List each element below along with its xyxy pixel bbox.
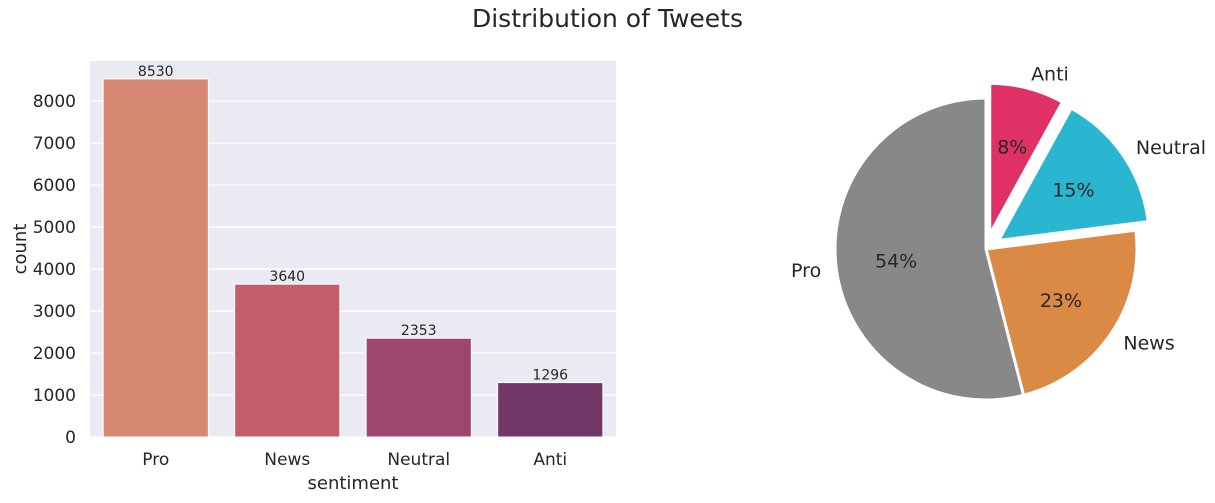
pie-category-label: Anti [1031, 63, 1069, 85]
bar-anti [497, 382, 604, 438]
bar-news [234, 283, 341, 438]
pie-pct-label: 15% [1052, 180, 1094, 202]
chart-suptitle: Distribution of Tweets [471, 4, 743, 33]
pie-pct-label: 23% [1040, 290, 1082, 312]
x-axis-label: sentiment [308, 473, 399, 494]
bar-value-label: 2353 [401, 323, 437, 339]
pie-chart: 8% Anti 15% Neutral 23% News 54% Pro [791, 63, 1206, 402]
y-tick-label: 2000 [33, 344, 76, 364]
y-tick-label: 8000 [33, 92, 76, 112]
bar-value-label: 1296 [532, 368, 568, 384]
pie-slice-neutral [996, 106, 1150, 243]
x-tick-label: Anti [533, 450, 567, 470]
x-tick-label: News [264, 450, 310, 470]
pie-category-label: News [1123, 332, 1174, 354]
y-tick-label: 4000 [33, 260, 76, 280]
pie-slice-news [984, 228, 1139, 397]
x-tick-label: Pro [142, 450, 169, 470]
y-tick-label: 7000 [33, 134, 76, 154]
pie-category-label: Pro [791, 260, 821, 282]
y-tick-label: 5000 [33, 218, 76, 238]
bar-neutral [365, 337, 472, 438]
y-tick-label: 6000 [33, 176, 76, 196]
y-axis-label: count [10, 224, 31, 275]
y-tick-label: 3000 [33, 302, 76, 322]
x-tick-label: Neutral [387, 450, 450, 470]
y-tick-label: 0 [65, 428, 76, 448]
bar-value-label: 8530 [138, 64, 174, 80]
bar-value-label: 3640 [269, 269, 305, 285]
pie-category-label: Neutral [1136, 137, 1206, 159]
y-tick-label: 1000 [33, 386, 76, 406]
bar-pro [102, 78, 209, 438]
pie-pct-label: 54% [875, 250, 917, 272]
bar-chart: 0 1000 2000 3000 4000 5000 6000 7000 8000 8530 Pro… [10, 61, 616, 494]
pie-pct-label: 8% [997, 137, 1027, 159]
pie-slice-pro [833, 96, 1026, 402]
pie-slice-anti [988, 81, 1064, 236]
